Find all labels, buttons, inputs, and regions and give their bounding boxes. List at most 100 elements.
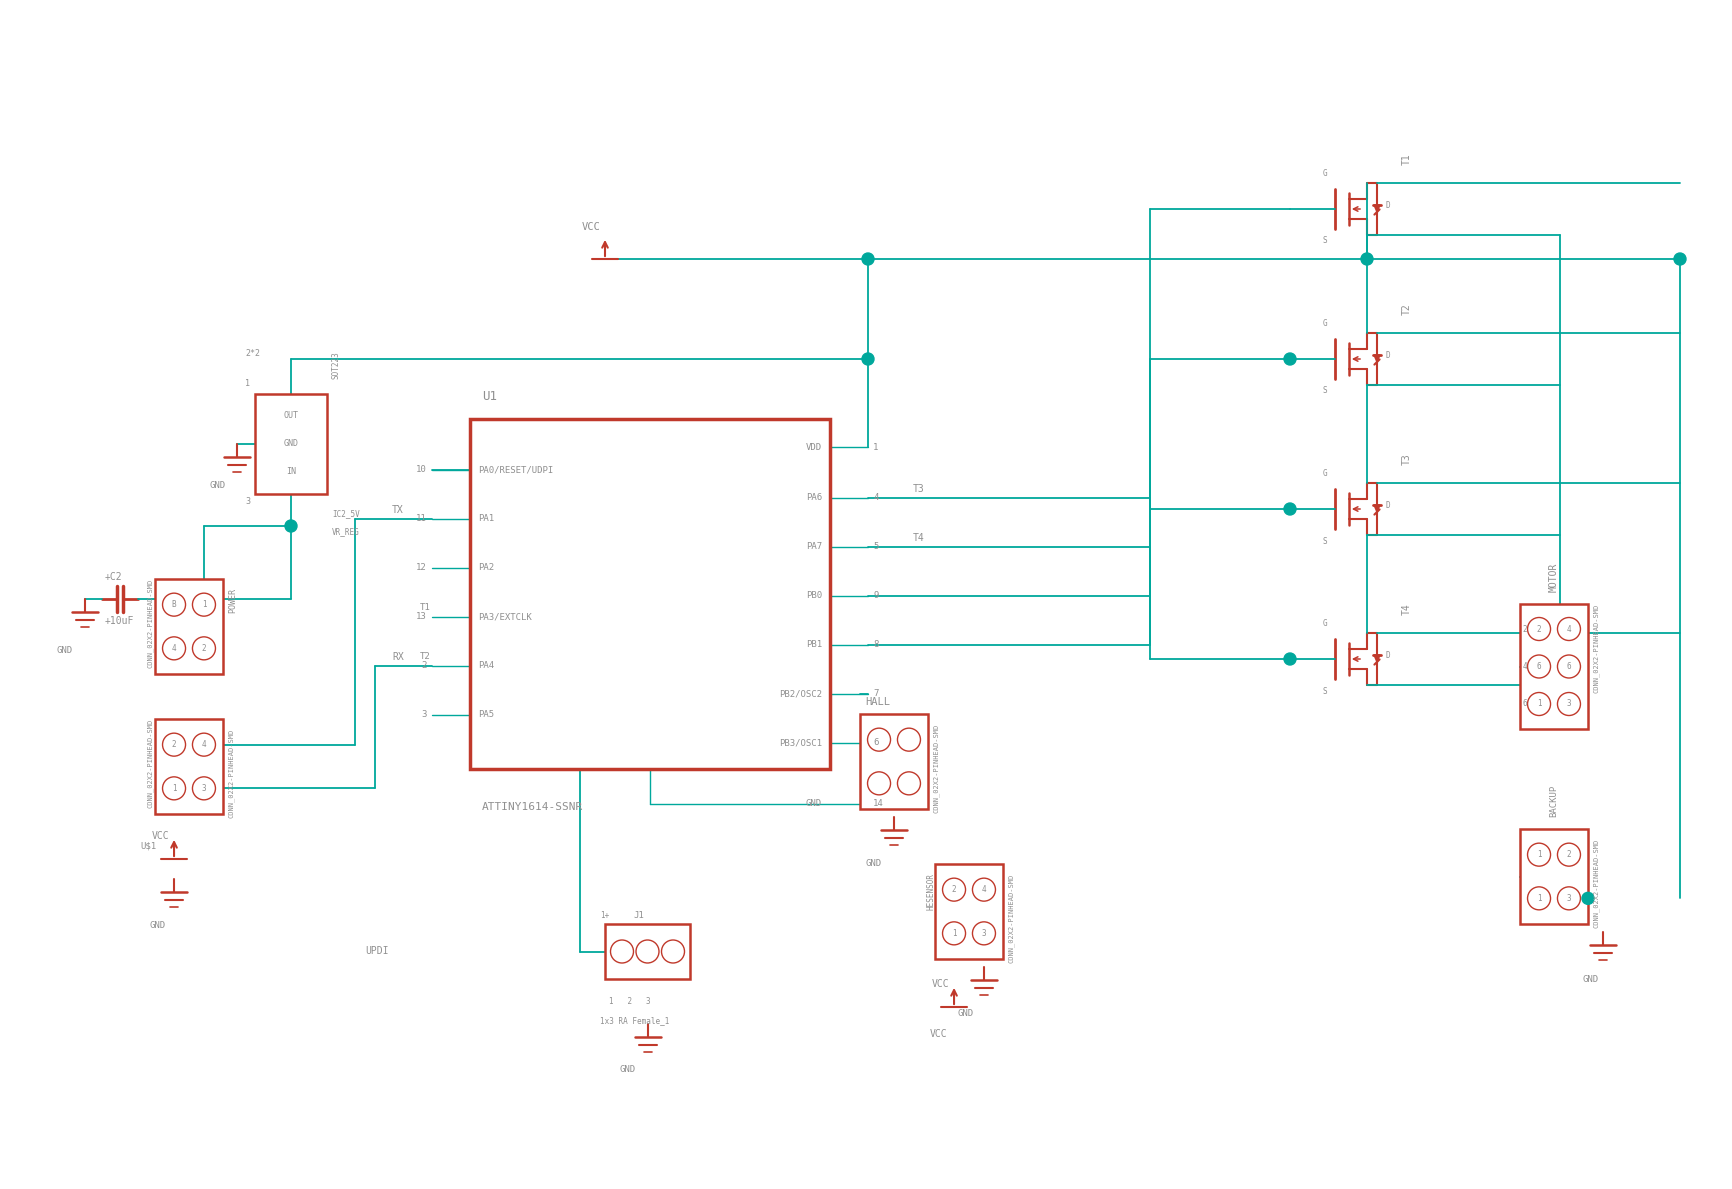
Text: 1: 1: [1536, 699, 1540, 709]
Circle shape: [163, 776, 185, 800]
Text: BACKUP: BACKUP: [1548, 785, 1557, 817]
Text: ATTINY1614-SSNR: ATTINY1614-SSNR: [481, 803, 584, 812]
Text: B: B: [171, 600, 177, 609]
Bar: [154, 579, 223, 674]
Text: 4: 4: [171, 644, 177, 653]
Text: CONN_02X2-PINHEAD-SMD: CONN_02X2-PINHEAD-SMD: [147, 719, 154, 809]
Text: 3: 3: [1566, 894, 1571, 902]
Circle shape: [1581, 893, 1593, 905]
Text: PA7: PA7: [805, 542, 821, 552]
Circle shape: [1526, 843, 1550, 866]
Circle shape: [1673, 253, 1685, 265]
Circle shape: [897, 728, 920, 751]
Text: HALL: HALL: [864, 697, 890, 707]
Text: CONN_02X2-PINHEAD-SMD: CONN_02X2-PINHEAD-SMD: [1008, 874, 1013, 963]
Text: 4: 4: [1521, 662, 1526, 671]
Text: 6: 6: [873, 738, 878, 747]
Text: PA6: PA6: [805, 493, 821, 502]
Text: CONN_02X2-PINHEAD-SMD: CONN_02X2-PINHEAD-SMD: [932, 723, 939, 813]
Text: +10uF: +10uF: [106, 616, 135, 625]
Text: 8: 8: [873, 640, 878, 649]
Text: +C2: +C2: [106, 572, 123, 581]
Text: PB1: PB1: [805, 640, 821, 649]
Text: RX: RX: [391, 652, 404, 662]
Text: 1+: 1+: [599, 912, 610, 920]
Text: PA3/EXTCLK: PA3/EXTCLK: [478, 612, 532, 621]
Text: GND: GND: [805, 799, 821, 809]
Bar: [935, 864, 1003, 960]
Text: 5: 5: [873, 542, 878, 552]
Text: PA2: PA2: [478, 564, 494, 572]
Circle shape: [192, 776, 215, 800]
Text: 9: 9: [873, 591, 878, 600]
Circle shape: [163, 637, 185, 660]
Text: 1: 1: [244, 379, 249, 389]
Text: 2: 2: [1521, 624, 1526, 634]
Text: OUT: OUT: [284, 411, 298, 421]
Text: IC2_5V: IC2_5V: [333, 510, 360, 518]
Bar: [604, 924, 689, 979]
Text: PA4: PA4: [478, 661, 494, 671]
Text: G: G: [1322, 170, 1327, 178]
Text: VCC: VCC: [580, 222, 599, 232]
Text: 2: 2: [951, 885, 956, 894]
Text: 3: 3: [201, 784, 206, 793]
Text: 1: 1: [1536, 894, 1540, 902]
Circle shape: [1526, 887, 1550, 910]
Circle shape: [192, 637, 215, 660]
Text: CONN_02X2-PINHEAD-SMD: CONN_02X2-PINHEAD-SMD: [229, 729, 234, 818]
Circle shape: [1283, 503, 1296, 515]
Text: HESENSOR: HESENSOR: [927, 874, 935, 911]
Text: T2: T2: [419, 653, 431, 661]
Circle shape: [861, 353, 873, 365]
Text: MOTOR: MOTOR: [1548, 562, 1559, 592]
Polygon shape: [1373, 655, 1379, 662]
Circle shape: [897, 772, 920, 795]
Circle shape: [1360, 253, 1372, 265]
Text: S: S: [1322, 386, 1327, 396]
Text: 6: 6: [1521, 699, 1526, 709]
Text: D: D: [1384, 351, 1389, 359]
Text: G: G: [1322, 320, 1327, 328]
Bar: [1519, 604, 1587, 729]
Text: 3: 3: [1566, 699, 1571, 709]
Text: T1: T1: [419, 603, 431, 612]
Text: PB2/OSC2: PB2/OSC2: [779, 690, 821, 698]
Text: GND: GND: [956, 1009, 973, 1019]
Text: POWER: POWER: [229, 589, 237, 614]
Text: GND: GND: [284, 440, 298, 448]
Text: VCC: VCC: [930, 1028, 947, 1039]
Circle shape: [163, 734, 185, 756]
Text: SOT223: SOT223: [333, 351, 341, 379]
Text: GND: GND: [151, 921, 166, 931]
Text: VCC: VCC: [151, 831, 170, 841]
Text: TX: TX: [391, 505, 404, 515]
Text: 1: 1: [1536, 850, 1540, 860]
Circle shape: [942, 879, 965, 901]
Text: GND: GND: [864, 860, 880, 868]
Text: 7: 7: [873, 690, 878, 698]
Text: T1: T1: [1401, 153, 1412, 165]
Text: GND: GND: [620, 1064, 636, 1074]
Text: 2: 2: [421, 661, 426, 671]
Circle shape: [610, 940, 634, 963]
Bar: [469, 419, 830, 769]
Text: VCC: VCC: [930, 979, 949, 989]
Text: 4: 4: [873, 493, 878, 502]
Polygon shape: [1373, 205, 1379, 212]
Circle shape: [942, 921, 965, 945]
Text: U$1: U$1: [140, 842, 156, 850]
Text: 4: 4: [1566, 624, 1571, 634]
Circle shape: [636, 940, 658, 963]
Text: 6: 6: [1536, 662, 1540, 671]
Circle shape: [192, 593, 215, 616]
Text: 2: 2: [1566, 850, 1571, 860]
Text: 11: 11: [416, 515, 426, 523]
Polygon shape: [1373, 356, 1379, 361]
Circle shape: [861, 253, 873, 265]
Text: GND: GND: [210, 482, 225, 491]
Text: S: S: [1322, 237, 1327, 245]
Text: 13: 13: [416, 612, 426, 621]
Bar: [859, 715, 927, 809]
Circle shape: [192, 734, 215, 756]
